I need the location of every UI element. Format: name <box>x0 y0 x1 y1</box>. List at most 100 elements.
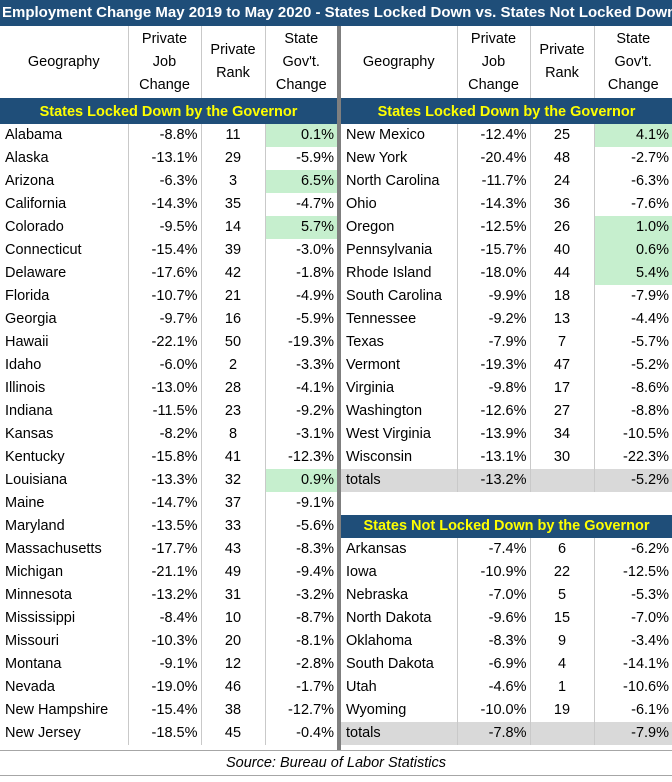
rank-cell: 11 <box>200 124 265 147</box>
totals-job-change: -13.2% <box>456 469 530 492</box>
gov-change-cell: -9.2% <box>264 400 337 423</box>
gov-change-cell: -7.0% <box>593 607 672 630</box>
state-cell: Delaware <box>5 265 67 281</box>
job-change-cell: -22.1% <box>127 331 201 354</box>
rank-cell: 3 <box>200 170 265 193</box>
gov-change-cell: -12.3% <box>264 446 337 469</box>
table-row: Alabama -8.8% 11 0.1% <box>0 124 337 147</box>
gov-change-cell: -8.1% <box>264 630 337 653</box>
state-cell: North Carolina <box>346 173 440 189</box>
job-change-cell: -7.9% <box>456 331 530 354</box>
job-change-header: Private Job Change <box>456 26 530 101</box>
gov-change-cell: -9.1% <box>264 492 337 515</box>
table-row: Kansas -8.2% 8 -3.1% <box>0 423 337 446</box>
gov-change-cell: -8.8% <box>593 400 672 423</box>
state-cell: South Dakota <box>346 656 434 672</box>
table-row: Nebraska -7.0% 5 -5.3% <box>341 584 672 607</box>
job-change-cell: -8.8% <box>127 124 201 147</box>
rank-cell: 6 <box>529 538 594 561</box>
totals-rank-cell <box>529 722 594 745</box>
table-row: Ohio -14.3% 36 -7.6% <box>341 193 672 216</box>
gov-change-cell: -1.7% <box>264 676 337 699</box>
job-change-cell: -14.3% <box>127 193 201 216</box>
table-row: Kentucky -15.8% 41 -12.3% <box>0 446 337 469</box>
table-row: South Carolina -9.9% 18 -7.9% <box>341 285 672 308</box>
job-change-cell: -15.8% <box>127 446 201 469</box>
geography-header: Geography <box>341 26 457 101</box>
rank-cell: 15 <box>529 607 594 630</box>
gov-change-cell: 0.9% <box>264 469 337 492</box>
totals-row: totals -7.8% -7.9% <box>341 722 672 745</box>
job-change-cell: -7.0% <box>456 584 530 607</box>
table-row: Virginia -9.8% 17 -8.6% <box>341 377 672 400</box>
gov-change-cell: -5.9% <box>264 308 337 331</box>
job-change-cell: -8.3% <box>456 630 530 653</box>
rank-cell: 18 <box>529 285 594 308</box>
job-change-cell: -10.9% <box>456 561 530 584</box>
totals-gov-change: -7.9% <box>593 722 672 745</box>
table-row: Arizona -6.3% 3 6.5% <box>0 170 337 193</box>
gov-change-cell: -22.3% <box>593 446 672 469</box>
section-header-locked: States Locked Down by the Governor <box>0 99 337 124</box>
rank-cell: 1 <box>529 676 594 699</box>
job-change-cell: -15.4% <box>127 239 201 262</box>
rank-cell: 39 <box>200 239 265 262</box>
gov-change-cell: -6.3% <box>593 170 672 193</box>
table-row: Washington -12.6% 27 -8.8% <box>341 400 672 423</box>
rank-cell: 23 <box>200 400 265 423</box>
job-change-cell: -18.5% <box>127 722 201 745</box>
state-cell: Montana <box>5 656 62 672</box>
gov-change-cell: 4.1% <box>593 124 672 147</box>
job-change-cell: -9.9% <box>456 285 530 308</box>
table-row: Oregon -12.5% 26 1.0% <box>341 216 672 239</box>
state-cell: Michigan <box>5 564 64 580</box>
source-note: Source: Bureau of Labor Statistics <box>0 750 672 776</box>
table-row: Mississippi -8.4% 10 -8.7% <box>0 607 337 630</box>
table-row: Louisiana -13.3% 32 0.9% <box>0 469 337 492</box>
state-cell: Colorado <box>5 219 64 235</box>
job-change-cell: -13.5% <box>127 515 201 538</box>
gov-change-header: State Gov't. Change <box>264 26 337 101</box>
rank-cell: 4 <box>529 653 594 676</box>
job-change-cell: -10.7% <box>127 285 201 308</box>
state-cell: Louisiana <box>5 472 68 488</box>
header-row: Geography Private Job Change Private Rank S… <box>341 26 672 101</box>
state-cell: Wisconsin <box>346 449 413 465</box>
job-change-cell: -17.6% <box>127 262 201 285</box>
gov-change-cell: -7.9% <box>593 285 672 308</box>
rank-cell: 25 <box>529 124 594 147</box>
gov-change-cell: -5.6% <box>264 515 337 538</box>
state-cell: Rhode Island <box>346 265 432 281</box>
rank-cell: 5 <box>529 584 594 607</box>
state-cell: Alabama <box>5 127 63 143</box>
state-cell: Missouri <box>5 633 59 649</box>
job-change-cell: -6.3% <box>127 170 201 193</box>
state-cell: Maine <box>5 495 45 511</box>
table-row: North Dakota -9.6% 15 -7.0% <box>341 607 672 630</box>
state-cell: California <box>5 196 67 212</box>
state-cell: Kentucky <box>5 449 65 465</box>
job-change-cell: -13.9% <box>456 423 530 446</box>
table-row: New Hampshire -15.4% 38 -12.7% <box>0 699 337 722</box>
table-row: Michigan -21.1% 49 -9.4% <box>0 561 337 584</box>
gov-change-cell: -3.2% <box>264 584 337 607</box>
table-row: Delaware -17.6% 42 -1.8% <box>0 262 337 285</box>
state-cell: Minnesota <box>5 587 72 603</box>
job-change-cell: -10.3% <box>127 630 201 653</box>
gov-change-cell: -9.4% <box>264 561 337 584</box>
gov-change-cell: -4.7% <box>264 193 337 216</box>
job-change-cell: -11.7% <box>456 170 530 193</box>
job-change-cell: -13.3% <box>127 469 201 492</box>
rank-cell: 43 <box>200 538 265 561</box>
job-change-cell: -18.0% <box>456 262 530 285</box>
state-cell: North Dakota <box>346 610 432 626</box>
state-cell: Oregon <box>346 219 395 235</box>
job-change-cell: -15.7% <box>456 239 530 262</box>
job-change-cell: -13.1% <box>456 446 530 469</box>
state-cell: Florida <box>5 288 50 304</box>
state-cell: Oklahoma <box>346 633 413 649</box>
job-change-cell: -19.0% <box>127 676 201 699</box>
table-row: Utah -4.6% 1 -10.6% <box>341 676 672 699</box>
state-cell: West Virginia <box>346 426 431 442</box>
rank-cell: 49 <box>200 561 265 584</box>
